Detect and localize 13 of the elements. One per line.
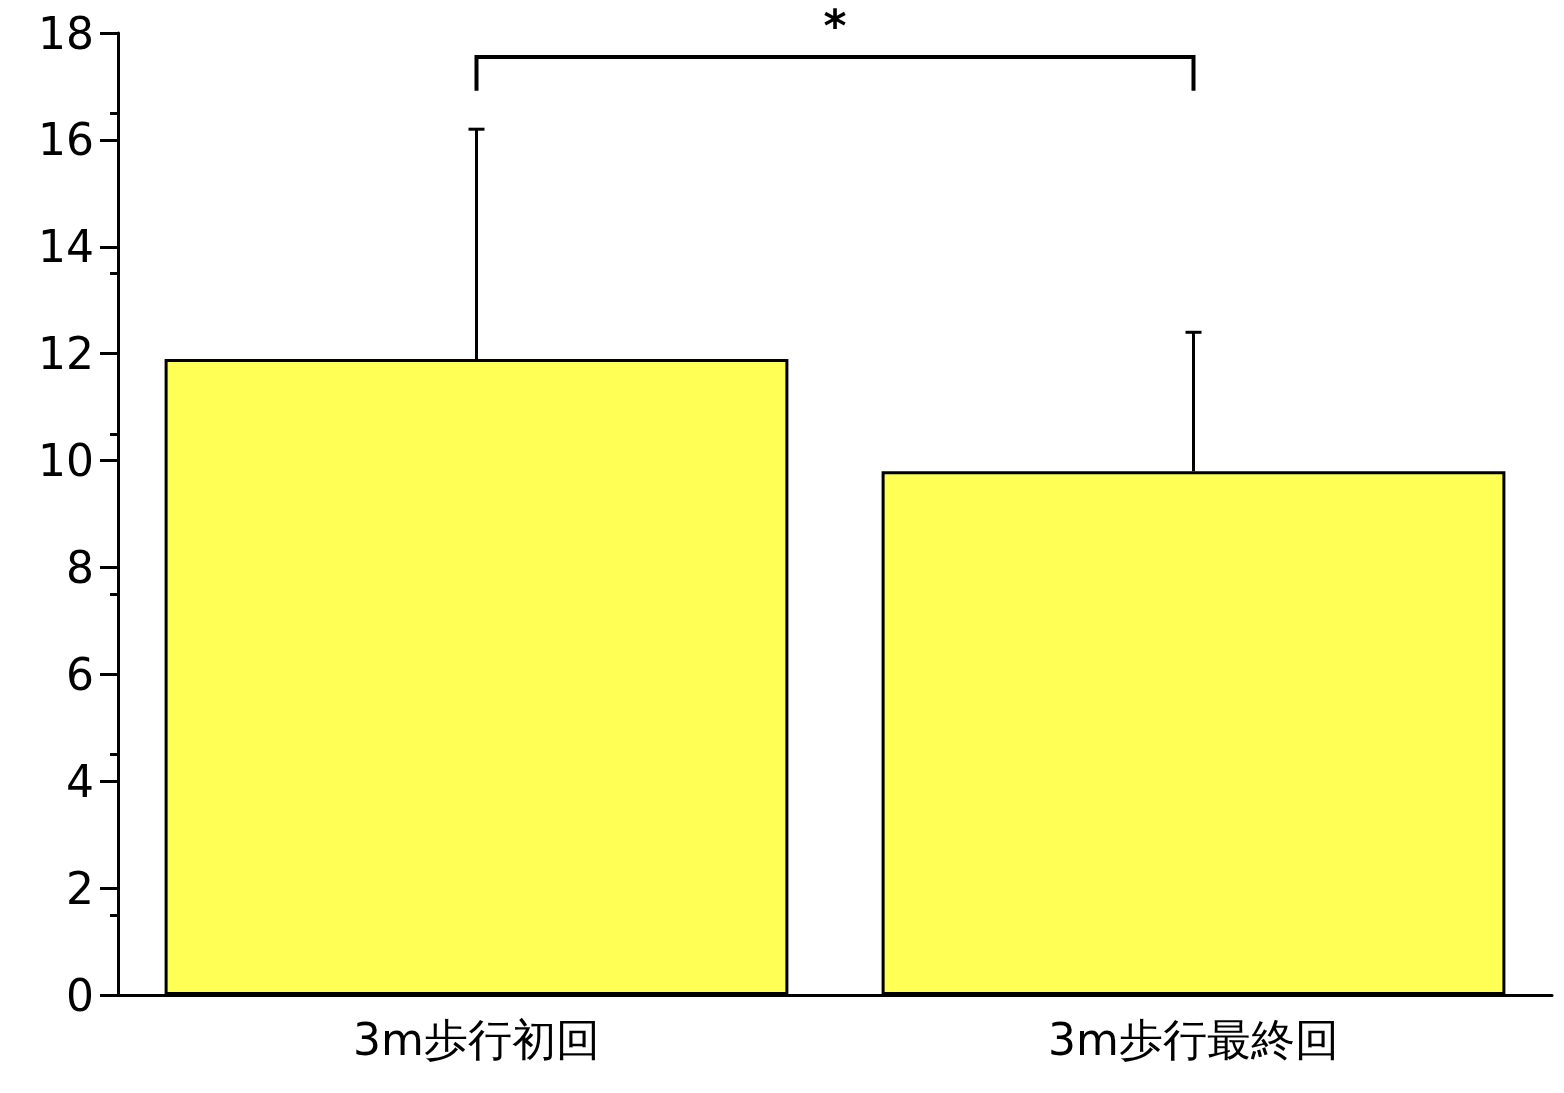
y-tick-label: 4 (66, 755, 94, 807)
y-tick-label: 0 (66, 969, 94, 1021)
annotation: * (823, 0, 847, 51)
x-tick-label: 3m歩行初回 (353, 1013, 600, 1065)
x-tick-label: 3m歩行最終回 (1048, 1013, 1339, 1065)
y-tick-label: 6 (66, 648, 94, 700)
y-tick-label: 18 (38, 7, 94, 59)
y-tick-label: 16 (38, 114, 94, 166)
y-tick-label: 14 (38, 221, 94, 273)
y-tick-label: 8 (66, 541, 94, 593)
y-tick-label: 12 (38, 328, 94, 380)
y-tick-label: 10 (38, 435, 94, 487)
y-tick-label: 2 (66, 862, 94, 914)
